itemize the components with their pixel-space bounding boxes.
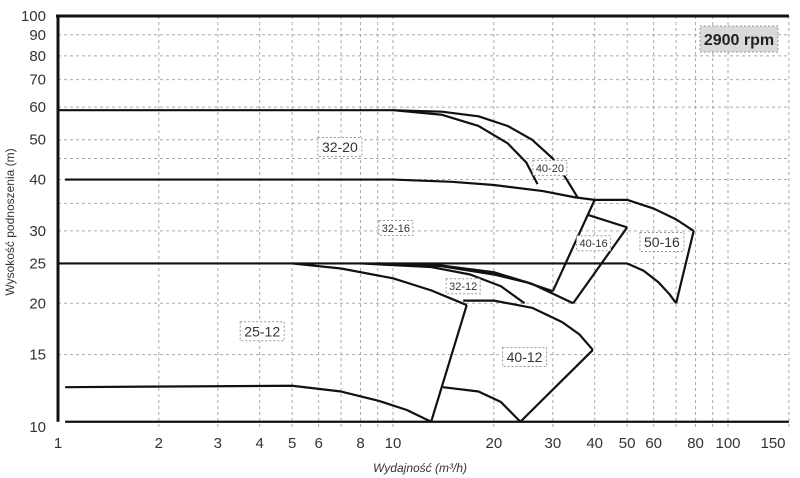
x-tick-label: 8 <box>356 435 364 452</box>
x-tick-label: 40 <box>586 435 603 452</box>
pump-label-text: 40-12 <box>507 349 543 365</box>
pump-curve <box>292 262 468 307</box>
pump-curve <box>442 386 522 423</box>
label-box <box>378 219 414 236</box>
pump-label-text: 32-20 <box>322 139 358 155</box>
pump-label-40-20: 40-20 <box>532 159 568 176</box>
x-tick-label: 30 <box>544 435 561 452</box>
speed-badge: 2900 rpm <box>699 25 779 53</box>
x-tick-label: 5 <box>288 435 296 452</box>
pump-label-32-16: 32-16 <box>378 219 414 236</box>
y-tick-label: 40 <box>29 172 46 189</box>
x-axis-label: Wydajność (m³/h) <box>373 461 467 475</box>
pump-curve <box>392 109 580 199</box>
x-tick-label: 1 <box>54 435 62 452</box>
y-axis-label: Wysokość podnoszenia (m) <box>3 148 17 295</box>
pump-curve <box>572 226 629 304</box>
pump-label-text: 32-16 <box>382 223 410 235</box>
pump-curve <box>360 262 526 305</box>
label-box <box>532 159 568 176</box>
label-box <box>639 231 685 252</box>
x-tick-label: 10 <box>385 435 402 452</box>
y-tick-label: 50 <box>29 132 46 149</box>
label-box <box>502 347 548 368</box>
pump-curve <box>626 262 677 304</box>
label-box <box>317 137 363 158</box>
grid <box>58 16 790 427</box>
pump-curve <box>594 198 695 232</box>
pump-curve <box>675 230 695 304</box>
y-tick-label: 25 <box>29 255 46 272</box>
pump-curve <box>65 384 432 423</box>
x-tick-labels: 1 2 3 4 5 6 8 10 20 30 40 50 60 80 100 150 <box>54 435 786 452</box>
pump-curve <box>377 262 574 305</box>
y-tick-label: 70 <box>29 72 46 89</box>
pump-label-32-20: 32-20 <box>317 137 363 158</box>
pump-curve <box>430 304 468 423</box>
y-tick-label: 60 <box>29 99 46 116</box>
pump-curve <box>587 213 628 229</box>
x-tick-label: 80 <box>687 435 704 452</box>
y-tick-label: 20 <box>29 295 46 312</box>
speed-badge-text: 2900 rpm <box>704 32 774 49</box>
pump-label-text: 40-16 <box>580 238 608 250</box>
y-tick-label: 80 <box>29 48 46 65</box>
pump-label-text: 32-12 <box>449 281 477 293</box>
x-tick-label: 60 <box>645 435 662 452</box>
pump-label-text: 50-16 <box>644 234 680 250</box>
pump-model-labels: 32-20 40-20 32-16 40-16 50-16 32-12 25-12 40-12 <box>239 137 685 368</box>
y-tick-labels: 10 15 20 25 30 40 50 60 70 80 90 100 <box>21 8 46 436</box>
y-tick-label: 10 <box>29 419 46 436</box>
label-box <box>576 235 612 252</box>
x-tick-label: 2 <box>155 435 163 452</box>
label-box <box>445 278 481 295</box>
pump-label-40-12: 40-12 <box>502 347 548 368</box>
x-tick-label: 4 <box>256 435 264 452</box>
pump-label-40-16: 40-16 <box>576 235 612 252</box>
y-tick-label: 30 <box>29 223 46 240</box>
y-tick-label: 15 <box>29 347 46 364</box>
pump-label-text: 40-20 <box>536 163 564 175</box>
x-tick-label: 150 <box>760 435 785 452</box>
x-tick-label: 20 <box>486 435 503 452</box>
y-tick-label: 100 <box>21 8 46 25</box>
label-box <box>239 321 285 342</box>
axes <box>56 14 789 422</box>
pump-curve <box>519 349 594 423</box>
x-tick-label: 6 <box>315 435 323 452</box>
x-tick-label: 3 <box>214 435 222 452</box>
x-tick-label: 100 <box>715 435 740 452</box>
pump-curve <box>65 178 595 201</box>
pump-label-text: 25-12 <box>244 323 280 339</box>
pump-label-32-12: 32-12 <box>445 278 481 295</box>
x-tick-label: 50 <box>619 435 636 452</box>
pump-label-25-12: 25-12 <box>239 321 285 342</box>
pump-curve <box>392 109 539 185</box>
y-tick-label: 90 <box>29 27 46 44</box>
pump-curves <box>58 109 789 423</box>
pump-curve <box>463 299 594 351</box>
pump-curve <box>551 199 596 292</box>
pump-label-50-16: 50-16 <box>639 231 685 252</box>
